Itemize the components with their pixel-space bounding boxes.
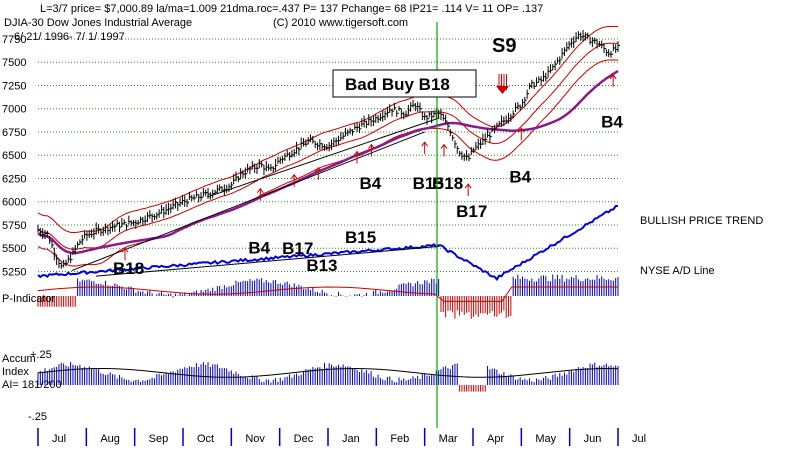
buy-arrowhead [609,73,617,80]
lower-band [37,59,619,267]
p-indicator-ma [37,286,618,302]
upper-band [37,25,619,233]
price-bars [37,29,620,269]
header-title: DJIA-30 Dow Jones Industrial Average [4,17,192,29]
signal-label-b13: B13 [306,256,337,275]
y-tick-label: 5250 [2,266,26,278]
month-label: Jan [342,433,360,445]
buy-arrowhead [314,166,322,173]
month-label: Sep [149,433,169,445]
ma21-line [37,42,618,250]
signal-label-b17: B17 [456,202,487,221]
p-indicator-histogram [37,274,619,319]
y-tick-label: 5750 [2,220,26,232]
ad-line-series [37,205,618,282]
buy-arrowhead [290,173,298,180]
signal-label-b4: B4 [601,113,623,132]
buy-arrowhead [440,143,448,149]
month-label: Dec [294,433,314,445]
month-label: Jul [632,433,646,445]
month-label: Oct [197,433,214,445]
month-label: Mar [439,433,458,445]
support-trendline [71,131,425,272]
month-label: Nov [245,433,265,445]
month-axis: Jul Aug Sep Oct Nov Dec Jan Feb Mar Apr May Jun Jul [37,428,646,446]
buy-arrowhead [368,143,375,149]
signal-label-b4: B4 [360,174,382,193]
y-tick-label: 6500 [2,150,26,162]
month-label: Feb [390,433,409,445]
accum-axis-bottom: -.25 [28,411,47,423]
month-label: Jun [584,433,602,445]
accum-label-3: AI= 181/200 [2,379,62,391]
y-tick-label: 7750 [2,34,26,46]
header-copyright: (C) 2010 www.tigersoft.com [273,17,408,29]
accum-label-1: Accum [2,353,36,365]
accum-index-histogram [37,361,619,392]
trend-lines [71,117,440,272]
ad-trendline [95,245,440,277]
y-tick-label: 7250 [2,80,26,92]
inner-trendline [207,117,440,198]
accum-axis-top: +.25 [30,349,52,361]
price-axis-ticks: 5250 5500 5750 6000 6250 6500 6750 7000 7250 7500… [2,34,26,279]
callout-text: Bad Buy B18 [345,75,450,94]
month-label: Apr [487,433,504,445]
signal-label-s9: S9 [492,35,516,57]
month-label: Aug [100,433,120,445]
sell-arrowhead [496,86,509,94]
p-indicator-label: P-Indicator [2,293,56,305]
y-tick-label: 5500 [2,243,26,255]
signal-label-b4: B4 [248,238,270,257]
y-tick-label: 6250 [2,173,26,185]
y-tick-label: 6000 [2,197,26,209]
accum-ma [37,367,619,378]
signal-label-b15: B15 [345,228,376,247]
signal-label-b17: B17 [282,239,313,258]
signal-label-b15: B15 [413,174,444,193]
buy-arrowhead [256,187,264,194]
accum-label-2: Index [2,366,29,378]
trend-label: BULLISH PRICE TREND [640,215,763,227]
month-label: Jul [52,433,66,445]
buy-arrowhead [517,127,525,133]
signal-label-b4: B4 [509,168,531,187]
price-gridlines [38,38,618,272]
buy-arrowhead [121,247,129,253]
buy-arrowhead [353,150,361,156]
ad-line-label: NYSE A/D Line [640,265,715,277]
signal-arrows [121,73,617,261]
signal-label-b18: B18 [432,174,463,193]
y-tick-label: 7000 [2,104,26,116]
callout-box [332,69,477,98]
ma50-line [37,69,619,255]
month-label: May [535,433,556,445]
header-date-range: 6/ 21/ 1996- 7/ 1/ 1997 [14,31,125,43]
signal-label-b18: B18 [113,259,144,278]
buy-arrowhead [421,141,429,147]
y-tick-label: 7500 [2,57,26,69]
buy-arrowhead [464,183,472,189]
y-tick-label: 6750 [2,127,26,139]
header-line-1: L=3/7 price= $7,000.89 la/ma=1.009 21dma… [40,3,543,15]
ad-line [37,205,618,282]
